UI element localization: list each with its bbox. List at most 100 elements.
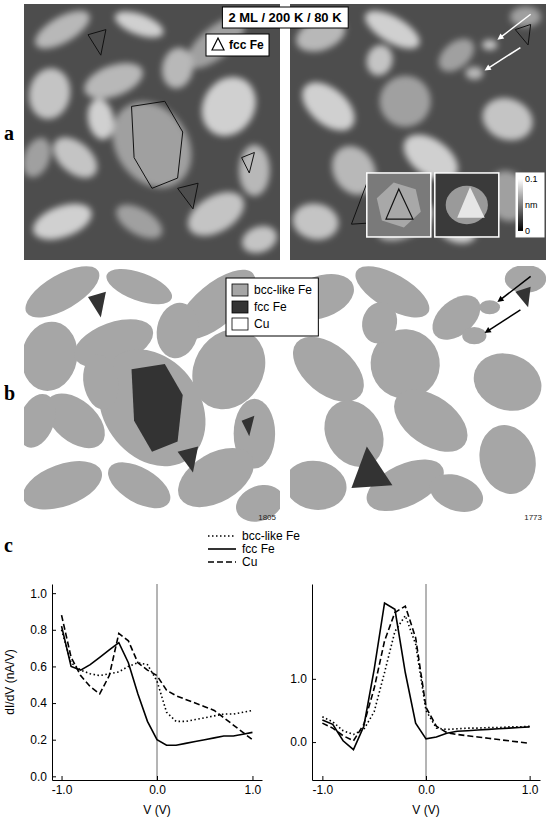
island [363,42,396,78]
panel-letter: b [4,382,15,404]
fcc-region [132,101,183,188]
tick-mark [252,776,253,780]
island [191,67,266,146]
tick-label: 0.2 [30,733,47,747]
panel-title: 2 ML / 200 K / 80 K [228,10,342,25]
inset-frame [435,173,499,237]
island [293,73,363,140]
tick-mark [52,740,56,741]
tick-label: 1.0 [245,783,262,797]
axis-line [312,585,313,781]
tick-mark [312,679,316,680]
legend-label: fcc Fe [254,300,287,314]
island [111,198,168,246]
tick-label: 1.0 [290,672,307,686]
fcc-region [515,24,530,44]
legend-swatch [232,318,248,330]
arrow-shaft [488,310,520,331]
tick-mark [52,776,56,777]
island [482,40,497,50]
tick-mark [426,776,427,780]
island [25,65,74,123]
x-axis-title: V (V) [412,803,439,817]
x-axis: -1.00.01.0 [313,776,541,797]
island [79,56,147,106]
colorbar-unit: nm [525,200,538,210]
island [85,97,117,142]
tick: 0.8 [30,623,56,637]
fcc-region [351,447,392,488]
fcc-region [178,447,198,473]
tick-label: 0.0 [149,783,166,797]
legend-label: Cu [242,555,257,569]
island [372,68,438,134]
plot-area [322,584,529,780]
island [102,266,176,312]
spectrum-line [322,606,529,743]
image-number: 1773 [524,513,542,522]
island [510,7,541,27]
inset-frame [367,173,431,237]
legend-label: fcc Fe [229,38,264,52]
image-background [24,4,280,260]
tick: 0.0 [30,770,56,784]
tick: 0.0 [149,776,166,797]
islands [290,4,541,249]
inset-island [377,182,421,227]
arrow-head [497,34,504,40]
island [24,266,107,328]
island [238,221,280,257]
fcc-region [515,287,530,308]
tick-label: 0.4 [30,696,47,710]
phase-map [24,266,280,524]
title-box: 2 ML / 200 K / 80 K [222,7,348,28]
island [383,377,479,465]
island [101,453,178,518]
phase-map [290,266,546,524]
legend-label: bcc-like Fe [242,529,300,543]
island [290,456,350,515]
colorbar-label: 0 [525,226,530,236]
tick: 0.6 [30,660,56,674]
island [477,91,539,147]
spectrum-line [322,616,529,735]
islands [290,266,546,522]
tick-mark [312,742,316,743]
island [239,145,270,196]
island [112,6,167,43]
image-background [290,4,546,260]
island [96,86,208,203]
island [79,352,123,413]
axis-line [53,780,263,781]
tick-label: 1.0 [30,586,47,600]
islands [24,266,280,524]
island [24,451,109,519]
arrow-head [485,327,492,333]
island [290,200,341,243]
tick-label: 0.0 [30,770,47,784]
tick-mark [52,630,56,631]
tick-label: 0.0 [290,735,307,749]
spectrum-line [322,603,529,750]
spectrum-line [62,630,253,722]
island [424,467,488,519]
tick-mark [52,666,56,667]
tick: 1.0 [30,586,56,600]
colorbar [518,179,523,231]
x-axis-title: V (V) [143,803,170,817]
tick-mark [52,703,56,704]
tick-mark [62,776,63,780]
tick: 1.0 [522,776,539,797]
island [424,286,489,348]
fcc-region [178,183,198,209]
fcc-region [242,152,255,172]
island [24,134,56,181]
tick: -1.0 [52,776,73,797]
figure: abc0.10nm2 ML / 200 K / 80 Kfcc Fe180517… [0,0,552,821]
island [466,344,546,420]
island [290,324,376,415]
legend: bcc-like Fefcc FeCu [208,529,300,569]
y-axis-title: dI/dV (nA/V) [3,649,17,714]
inset-fcc [457,187,485,218]
arrow-head [485,65,492,71]
